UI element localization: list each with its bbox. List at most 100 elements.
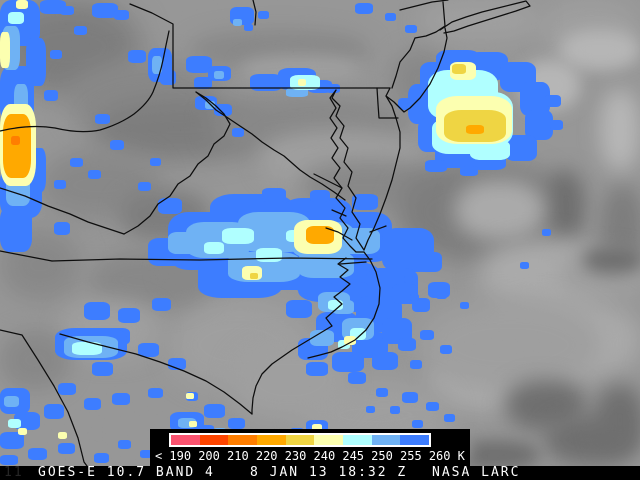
cold-cloud-blob <box>444 414 455 422</box>
cold-cloud-blob <box>44 404 64 419</box>
legend-tick: 255 <box>400 449 422 463</box>
cold-cloud-blob <box>186 393 194 399</box>
cold-cloud-blob <box>11 136 20 145</box>
cold-cloud-blob <box>168 232 200 254</box>
cold-cloud-blob <box>148 388 163 398</box>
cold-cloud-blob <box>114 10 129 20</box>
cold-cloud-blob <box>204 404 225 418</box>
cold-cloud-blob <box>74 26 87 35</box>
cold-cloud-blob <box>94 453 109 463</box>
cold-cloud-blob <box>0 455 18 465</box>
cold-cloud-blob <box>404 276 413 283</box>
cold-cloud-blob <box>440 345 452 354</box>
cold-cloud-blob <box>390 406 400 414</box>
cold-cloud-blob <box>8 12 24 24</box>
status-bar: 11 GOES-E 10.7 BAND 4 8 JAN 13 18:32 Z N… <box>0 466 640 480</box>
satellite-map <box>0 0 640 466</box>
legend-tick: < <box>155 449 163 463</box>
legend-tick: K <box>457 449 465 463</box>
cold-cloud-blob <box>222 228 254 244</box>
cold-cloud-blob <box>344 336 356 345</box>
cold-cloud-blob <box>205 101 215 109</box>
legend-tick: 220 <box>255 449 278 463</box>
legend-color-segment <box>285 435 315 445</box>
cold-cloud-blob <box>44 90 58 101</box>
cold-cloud-blob <box>152 298 171 311</box>
cold-cloud-blob <box>70 158 83 167</box>
cold-cloud-blob <box>355 3 373 14</box>
cold-cloud-blob <box>326 84 340 93</box>
cold-cloud-blob <box>158 198 182 214</box>
legend-color-segment <box>199 435 229 445</box>
cold-cloud-blob <box>306 226 334 244</box>
legend-color-segment <box>257 435 286 445</box>
cold-cloud-blob <box>286 300 312 318</box>
cold-cloud-blob <box>233 19 242 26</box>
cold-cloud-blob <box>460 166 478 176</box>
cold-cloud-blob <box>410 360 422 369</box>
legend-tick: 245 <box>342 449 365 463</box>
cold-cloud-blob <box>385 13 396 21</box>
cold-cloud-blob <box>310 330 334 346</box>
cold-cloud-blob <box>250 273 258 279</box>
cold-cloud-blob <box>118 440 131 449</box>
cold-cloud-blob <box>50 50 62 59</box>
cold-cloud-blob <box>110 140 124 150</box>
cold-cloud-blob <box>0 32 10 68</box>
legend-tick: 210 <box>227 449 249 463</box>
cold-cloud-blob <box>60 6 74 15</box>
cold-cloud-blob <box>310 190 330 202</box>
cold-cloud-blob <box>402 392 418 403</box>
cold-cloud-blob <box>376 388 388 397</box>
cold-cloud-blob <box>550 120 563 130</box>
temperature-legend: <190 200 210 220 230 240 245 250 255 260 K <box>150 429 470 466</box>
cold-cloud-blob <box>4 396 19 407</box>
cold-cloud-blob <box>204 242 224 254</box>
cold-cloud-overlay-layer <box>0 0 563 465</box>
cold-cloud-blob <box>214 71 224 79</box>
credit-label: NASA LARC <box>432 465 521 480</box>
legend-tick: 190 <box>169 449 192 463</box>
cold-cloud-blob <box>520 262 529 269</box>
cold-cloud-blob <box>352 194 378 210</box>
cold-cloud-blob <box>58 443 75 454</box>
legend-tick: 230 <box>284 449 307 463</box>
legend-color-segment <box>171 435 200 445</box>
cold-cloud-blob <box>58 383 76 395</box>
cold-cloud-blob <box>150 158 161 166</box>
cold-cloud-blob <box>168 358 186 370</box>
cold-cloud-blob <box>84 398 101 410</box>
cold-cloud-blob <box>16 0 28 9</box>
cold-cloud-blob <box>340 228 380 254</box>
cold-cloud-blob <box>256 248 282 262</box>
cold-cloud-blob <box>410 294 419 301</box>
cold-cloud-blob <box>460 302 469 309</box>
cold-cloud-blob <box>356 262 368 271</box>
legend-tick: 250 <box>371 449 393 463</box>
cold-cloud-blob <box>118 308 140 323</box>
cold-cloud-blob <box>436 291 447 299</box>
cold-cloud-blob <box>542 229 551 236</box>
legend-tick: 260 <box>428 449 451 463</box>
cold-cloud-blob <box>366 406 375 413</box>
legend-color-segment <box>228 435 258 445</box>
cold-cloud-blob <box>8 419 21 428</box>
cold-cloud-blob <box>0 206 32 252</box>
legend-color-segment <box>400 435 430 445</box>
cold-cloud-blob <box>425 160 447 172</box>
cold-cloud-blob <box>452 64 466 74</box>
cold-cloud-blob <box>412 420 423 428</box>
cold-cloud-blob <box>84 302 110 320</box>
cold-cloud-blob <box>194 77 212 89</box>
cold-cloud-blob <box>18 428 27 435</box>
cold-cloud-blob <box>306 362 328 376</box>
legend-color-segment <box>314 435 344 445</box>
cold-cloud-blob <box>160 70 176 85</box>
status-artifact: 11 <box>4 465 24 480</box>
cold-cloud-blob <box>372 352 398 370</box>
cold-cloud-blob <box>298 252 354 278</box>
cold-cloud-blob <box>332 352 364 372</box>
cold-cloud-blob <box>3 114 31 178</box>
cold-cloud-blob <box>348 372 366 384</box>
